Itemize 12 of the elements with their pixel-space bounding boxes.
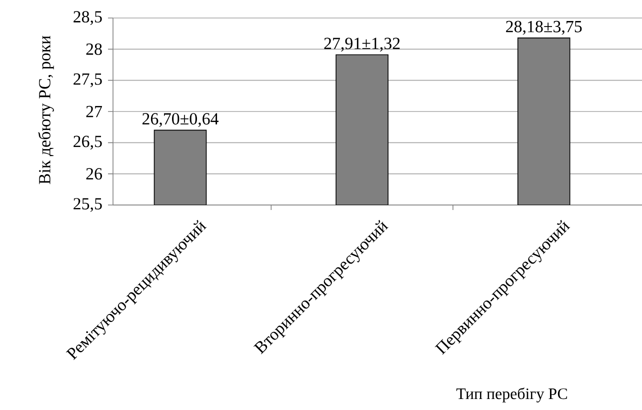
y-tick-label: 25,5 xyxy=(74,198,102,212)
y-tick-label: 26,5 xyxy=(74,136,102,150)
y-tick-label: 27 xyxy=(86,106,102,118)
y-tick-label: 28,5 xyxy=(74,11,102,25)
y-tick-label: 27,5 xyxy=(74,73,102,88)
x-axis-title: Тип перебігу РС xyxy=(456,388,567,402)
data-label: 26,70±0,64 xyxy=(142,113,219,128)
data-label: 27,91±1,32 xyxy=(324,38,400,52)
y-tick-label: 26 xyxy=(86,168,102,180)
data-label: 28,18±3,75 xyxy=(506,20,582,35)
y-axis-title: Вік дебюту РС, роки xyxy=(38,36,54,184)
y-tick-label: 28 xyxy=(86,43,102,55)
